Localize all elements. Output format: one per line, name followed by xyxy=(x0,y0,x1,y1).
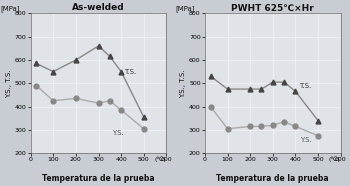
Text: T.S.: T.S. xyxy=(125,69,137,75)
Text: (℃): (℃) xyxy=(155,156,166,161)
Text: Y.S.: Y.S. xyxy=(300,137,312,143)
Text: Y.S.: Y.S. xyxy=(112,130,124,136)
Y-axis label: Y.S., T.S.: Y.S., T.S. xyxy=(6,69,12,97)
Title: As-welded: As-welded xyxy=(72,4,125,12)
Title: PWHT 625℃×Hr: PWHT 625℃×Hr xyxy=(231,4,314,12)
Text: T.S.: T.S. xyxy=(299,83,311,89)
X-axis label: Temperatura de la prueba: Temperatura de la prueba xyxy=(42,174,155,182)
Text: (℃): (℃) xyxy=(329,156,341,161)
X-axis label: Temperatura de la prueba: Temperatura de la prueba xyxy=(217,174,329,182)
Y-axis label: Y.S., T.S.: Y.S., T.S. xyxy=(180,69,186,97)
Text: [MPa]: [MPa] xyxy=(1,5,20,12)
Text: [MPa]: [MPa] xyxy=(175,5,195,12)
